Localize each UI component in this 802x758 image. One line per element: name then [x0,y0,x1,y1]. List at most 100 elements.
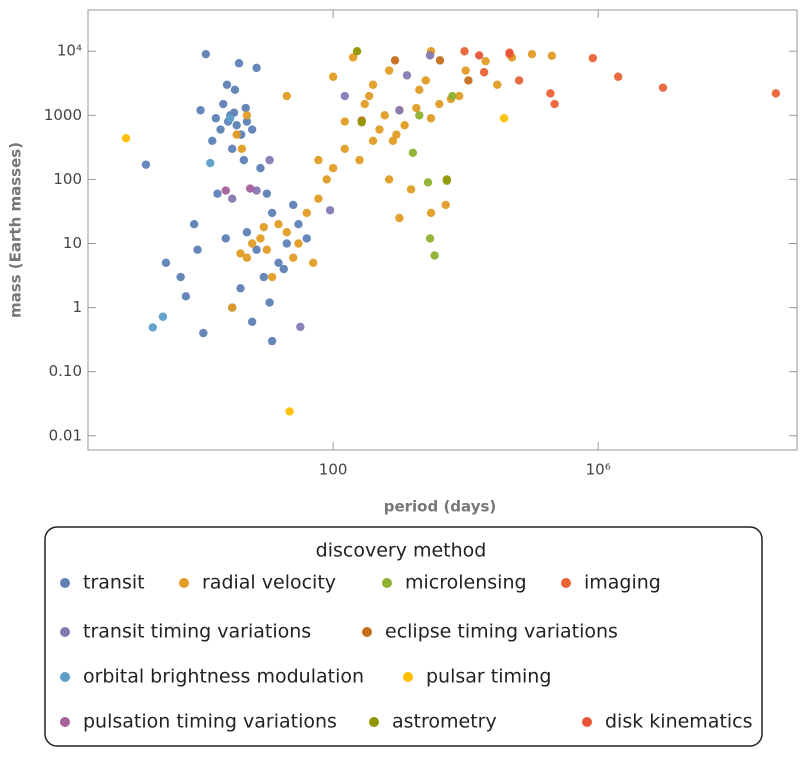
legend-marker [362,627,372,637]
point [148,323,157,332]
point [176,272,185,282]
point [274,220,283,229]
point [296,322,305,332]
point [256,163,265,173]
legend-marker [179,578,189,588]
point [435,56,445,65]
point [289,200,298,210]
point [219,99,228,109]
point [550,99,559,109]
point [242,117,252,126]
point [460,47,469,56]
point [352,47,362,56]
legend-label: disk kinematics [605,711,753,733]
point [384,175,394,184]
point [481,56,490,66]
point [400,121,409,130]
point [479,68,489,77]
point [282,239,292,248]
point [259,272,269,282]
y-axis-label: mass (Earth masses) [7,142,25,318]
point [441,200,450,210]
point [234,59,244,68]
point [267,208,277,218]
x-tick-label: 100 [319,461,348,479]
point [426,114,436,123]
y-tick-label: 1000 [44,106,82,124]
point [384,66,394,75]
point [505,48,514,57]
point [189,220,199,229]
point [390,56,400,65]
legend-label: imaging [584,572,661,594]
point [265,155,274,165]
point [348,53,358,62]
y-tick-label: 0.01 [49,426,82,444]
legend-label: pulsation timing variations [83,711,337,733]
legend-label: astrometry [392,711,497,733]
point [546,89,555,98]
legend-marker [403,672,413,682]
point [141,160,151,169]
point [262,189,272,198]
point [208,136,217,146]
point [221,234,230,243]
point [340,117,349,126]
point [247,125,257,134]
point [421,76,430,85]
point [308,258,318,268]
point [435,99,444,109]
point [464,76,473,85]
point [368,80,378,89]
point [236,284,245,293]
point [380,111,389,120]
point [461,66,470,75]
point [242,111,252,120]
point [247,317,257,327]
point [364,91,374,101]
point [340,91,349,101]
point [228,303,237,312]
point [527,49,537,59]
point [426,208,436,218]
point [474,51,484,60]
point [294,239,303,248]
point [547,51,557,60]
point [206,158,215,168]
point [514,76,524,85]
point [375,125,384,134]
point [357,118,366,127]
point [222,80,232,89]
point [252,186,261,195]
point [285,407,294,416]
legend-marker [60,578,70,588]
point [239,155,249,165]
legend-label: orbital brightness modulation [83,666,364,688]
point [201,49,211,59]
point [241,103,250,113]
point [415,111,424,120]
point [314,194,323,203]
x-tick-label: 10⁶ [586,461,611,479]
point [425,51,435,60]
point [161,258,171,268]
point [228,194,237,203]
point [247,239,257,248]
point [423,178,433,187]
point [211,114,221,123]
legend-marker [582,717,592,727]
x-axis-label: period (days) [384,498,497,516]
legend-label: transit [83,572,145,594]
point [415,85,424,95]
legend-marker [60,627,70,637]
point [395,106,404,115]
point [355,155,364,165]
point [252,245,261,254]
point [325,206,335,215]
point [442,175,452,184]
point [199,328,208,338]
y-tick-label: 1 [72,298,82,316]
y-tick-label: 0.10 [49,362,82,380]
